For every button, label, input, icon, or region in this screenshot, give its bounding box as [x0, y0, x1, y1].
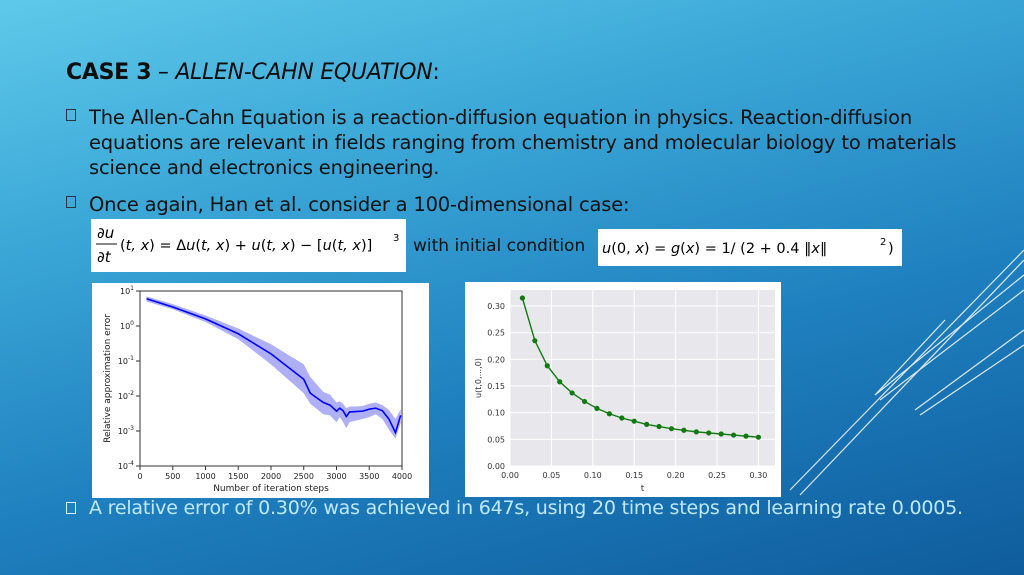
equation-pde: ∂u ∂t (t, x) = Δu(t, x) + u(t, x) − [u(t… — [91, 219, 406, 272]
initial-condition-label: with initial condition — [413, 236, 586, 256]
data-point — [644, 421, 650, 427]
svg-text:(t, x) = Δu(t, x) + u(t, x) −: (t, x) = Δu(t, x) + u(t, x) − [u(t, x)] — [120, 238, 372, 254]
bullet-icon — [66, 109, 76, 121]
y-tick-label: 10-2 — [118, 390, 134, 401]
solution-chart: 0.00 0.05 0.10 0.15 0.20 0.25 0.30 0.00 0.05 0.10… — [465, 282, 781, 497]
y-tick-label: 0.25 — [487, 329, 505, 338]
svg-text:): ) — [888, 241, 894, 257]
svg-text:2: 2 — [880, 237, 886, 248]
y-tick-label: 0.15 — [487, 382, 505, 391]
x-tick-label: 2500 — [294, 472, 314, 481]
error-chart: 101 100 10-1 10-2 10-3 10-4 0 500 1000 1500 2000 25… — [92, 283, 429, 498]
equation-initial-condition: u(0, x) = g(x) = 1/ (2 + 0.4 ‖x‖ 2 ) — [598, 229, 902, 266]
x-axis-label: t — [641, 484, 645, 494]
y-tick-label: 10-4 — [118, 460, 134, 471]
bullet-icon — [66, 502, 76, 514]
x-tick-label: 2000 — [261, 472, 281, 481]
bullet-icon — [66, 196, 76, 208]
svg-text:∂t: ∂t — [97, 248, 112, 266]
confidence-band — [146, 296, 401, 439]
x-tick-label: 1500 — [228, 472, 248, 481]
x-tick-label: 0.10 — [584, 471, 602, 480]
bullet-text: A relative error of 0.30% was achieved i… — [89, 497, 963, 519]
data-point — [557, 379, 563, 385]
error-series-line — [146, 298, 402, 435]
data-point — [681, 427, 687, 433]
y-tick-label: 0.10 — [487, 409, 505, 418]
bullet-text: Once again, Han et al. consider a 100-di… — [89, 193, 630, 216]
y-axis-label: u(t,0,...,0) — [474, 358, 483, 398]
y-tick-label: 0.20 — [487, 355, 505, 364]
data-point — [656, 423, 662, 430]
x-tick-label: 0.15 — [625, 471, 643, 480]
y-tick-label: 0.30 — [487, 302, 505, 311]
svg-text:3: 3 — [393, 233, 399, 244]
bullet-text: The Allen-Cahn Equation is a reaction-di… — [89, 106, 957, 179]
y-tick-label: 101 — [120, 285, 134, 296]
y-axis-label: Relative approximation error — [103, 314, 113, 443]
svg-text:∂u: ∂u — [97, 224, 114, 242]
data-point — [544, 363, 550, 369]
data-point — [693, 429, 699, 435]
svg-text:u(0, x) = g(x) = 1/ (2 + 0: u(0, x) = g(x) = 1/ (2 + 0.4 ‖x‖ — [602, 241, 827, 257]
y-tick-label: 100 — [120, 320, 134, 331]
x-tick-label: 0.30 — [750, 471, 768, 480]
data-point — [743, 433, 749, 439]
y-tick-label: 10-1 — [118, 355, 134, 366]
x-tick-label: 3000 — [326, 472, 346, 481]
x-axis-label: Number of iteration steps — [213, 484, 329, 494]
data-point — [606, 411, 612, 417]
data-point — [706, 430, 712, 436]
y-tick-label: 0.00 — [487, 462, 505, 471]
x-tick-label: 3500 — [359, 472, 379, 481]
data-point — [730, 432, 737, 438]
y-tick-label: 10-3 — [118, 425, 134, 436]
x-tick-label: 500 — [165, 472, 180, 481]
x-tick-label: 0.20 — [667, 471, 685, 480]
data-point — [631, 418, 637, 424]
x-tick-label: 0.25 — [708, 471, 726, 480]
data-point — [519, 295, 526, 301]
data-point — [718, 431, 724, 437]
y-tick-label: 0.05 — [487, 435, 505, 444]
slide-title: CASE 3 – ALLEN-CAHN EQUATION: — [66, 60, 440, 85]
data-point — [581, 398, 588, 405]
x-tick-label: 0.05 — [543, 471, 561, 480]
x-tick-label: 0 — [137, 472, 142, 481]
x-tick-label: 4000 — [392, 472, 412, 481]
data-point — [755, 434, 762, 440]
plot-area — [510, 290, 775, 466]
x-tick-label: 1000 — [195, 472, 215, 481]
data-point — [532, 338, 538, 344]
data-point — [619, 415, 625, 421]
data-point — [668, 426, 675, 432]
x-tick-label: 0.00 — [501, 471, 519, 480]
plot-frame — [139, 290, 403, 467]
data-point — [569, 390, 575, 396]
data-point — [594, 405, 600, 411]
